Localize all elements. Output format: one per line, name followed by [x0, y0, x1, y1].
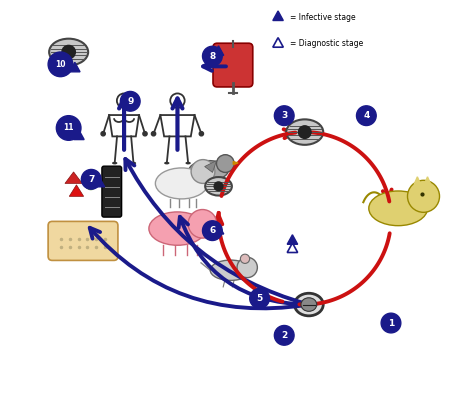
FancyBboxPatch shape — [48, 221, 118, 260]
Ellipse shape — [83, 171, 98, 190]
Circle shape — [151, 131, 155, 136]
Circle shape — [274, 106, 294, 126]
Ellipse shape — [294, 293, 323, 316]
Text: 5: 5 — [256, 294, 263, 303]
Ellipse shape — [155, 168, 208, 199]
Polygon shape — [287, 235, 298, 244]
Circle shape — [56, 116, 81, 140]
Ellipse shape — [149, 212, 206, 245]
Ellipse shape — [61, 44, 76, 59]
FancyBboxPatch shape — [213, 43, 253, 87]
Ellipse shape — [369, 191, 428, 226]
Text: 11: 11 — [64, 124, 74, 133]
Ellipse shape — [298, 125, 312, 139]
Ellipse shape — [205, 177, 232, 196]
Polygon shape — [69, 185, 83, 197]
Text: 1: 1 — [388, 318, 394, 328]
Polygon shape — [273, 11, 283, 21]
Circle shape — [101, 131, 105, 136]
Circle shape — [240, 254, 250, 263]
Ellipse shape — [210, 260, 251, 281]
Circle shape — [191, 159, 215, 183]
Ellipse shape — [213, 181, 224, 191]
Ellipse shape — [210, 223, 219, 229]
Text: = Infective stage: = Infective stage — [290, 13, 355, 21]
Polygon shape — [424, 177, 431, 184]
Text: = Diagnostic stage: = Diagnostic stage — [290, 39, 363, 48]
Polygon shape — [73, 130, 84, 140]
Polygon shape — [233, 162, 238, 164]
Circle shape — [217, 154, 234, 173]
Text: 8: 8 — [209, 52, 216, 61]
Circle shape — [202, 46, 222, 66]
Ellipse shape — [286, 119, 323, 145]
Circle shape — [381, 313, 401, 333]
Circle shape — [82, 169, 101, 189]
Polygon shape — [65, 172, 82, 183]
Ellipse shape — [189, 161, 228, 180]
Text: 9: 9 — [127, 97, 133, 106]
Ellipse shape — [301, 298, 317, 311]
Circle shape — [274, 325, 294, 345]
Circle shape — [356, 106, 376, 126]
Circle shape — [120, 91, 140, 111]
Ellipse shape — [185, 162, 191, 164]
Polygon shape — [213, 225, 224, 234]
FancyBboxPatch shape — [102, 166, 122, 217]
Polygon shape — [205, 161, 217, 173]
Ellipse shape — [164, 162, 169, 164]
Polygon shape — [70, 62, 80, 72]
Polygon shape — [94, 177, 105, 187]
Polygon shape — [414, 177, 420, 184]
Circle shape — [237, 258, 257, 278]
Text: 2: 2 — [281, 331, 287, 340]
Circle shape — [188, 210, 217, 238]
Polygon shape — [213, 46, 224, 55]
Text: 3: 3 — [281, 111, 287, 120]
Text: 4: 4 — [363, 111, 370, 120]
Circle shape — [202, 221, 222, 241]
Text: 6: 6 — [209, 226, 216, 235]
Ellipse shape — [131, 162, 136, 164]
Ellipse shape — [112, 162, 118, 164]
Text: 10: 10 — [55, 60, 66, 69]
Circle shape — [250, 288, 269, 308]
Circle shape — [48, 52, 73, 77]
Circle shape — [199, 131, 203, 136]
Ellipse shape — [49, 39, 88, 66]
Circle shape — [408, 180, 439, 212]
Circle shape — [143, 131, 147, 136]
Text: 7: 7 — [88, 175, 94, 184]
